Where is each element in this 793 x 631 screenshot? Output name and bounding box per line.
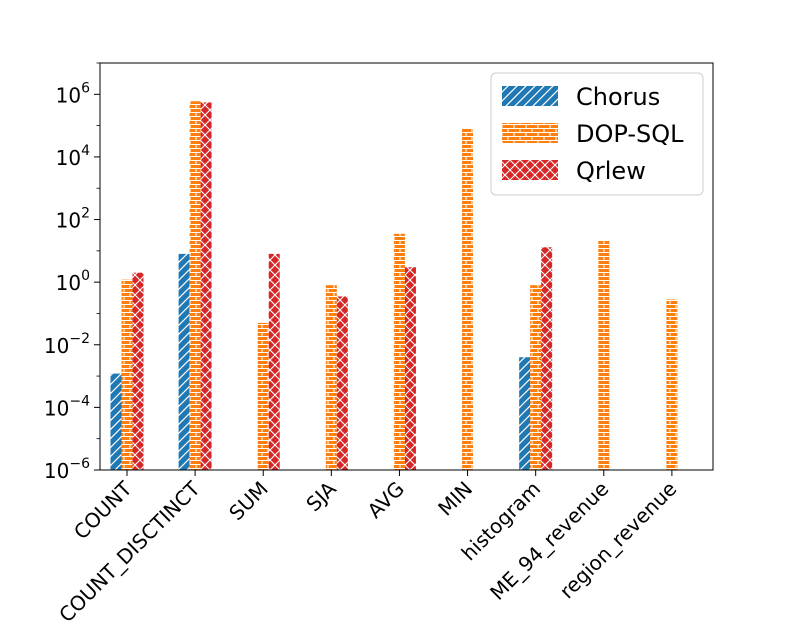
y-tick-label: 10−6 — [44, 456, 90, 483]
x-tick-label: SJA — [301, 476, 341, 516]
y-tick-label: 106 — [56, 80, 90, 107]
legend-swatch-dop-sql — [502, 123, 558, 143]
bar-qrlew-avg — [404, 267, 416, 470]
bar-qrlew-count — [132, 272, 144, 470]
y-tick-label: 100 — [56, 268, 90, 295]
bar-qrlew-sum — [268, 253, 280, 470]
bar-dop-sql-region-revenue — [666, 299, 678, 470]
legend: Chorus DOP-SQL Qrlew — [490, 72, 704, 196]
bar-chorus-count-disctinct — [178, 253, 190, 470]
bar-dop-sql-histogram — [530, 285, 542, 470]
legend-label-dop-sql: DOP-SQL — [576, 120, 684, 148]
legend-label-qrlew: Qrlew — [576, 157, 646, 185]
axes-frame — [99, 62, 714, 471]
x-tick-label: COUNT — [69, 476, 137, 544]
bar-qrlew-histogram — [541, 247, 553, 470]
bar-chorus-count — [110, 373, 122, 470]
bar-dop-sql-count-disctinct — [189, 101, 201, 470]
bar-dop-sql-sja — [325, 285, 337, 470]
x-tick-label: MIN — [433, 477, 477, 521]
bar-dop-sql-sum — [257, 322, 269, 470]
y-tick-label: 10−2 — [44, 331, 90, 358]
bar-dop-sql-avg — [393, 233, 405, 470]
y-tick-label: 10−4 — [44, 393, 90, 420]
bars-layer — [110, 101, 678, 470]
bar-dop-sql-me-94-revenue — [598, 240, 610, 470]
bar-qrlew-count-disctinct — [200, 102, 212, 470]
bar-chorus-histogram — [519, 357, 531, 470]
x-tick-label: SUM — [224, 477, 273, 526]
x-tick-label: AVG — [363, 477, 409, 523]
x-tick-label: ME_94_revenue — [485, 477, 613, 605]
bar-dop-sql-min — [462, 128, 474, 470]
legend-swatch-chorus — [502, 86, 558, 106]
y-tick-label: 102 — [56, 206, 90, 233]
y-axis: 10−6 10−4 10−2 100 102 104 106 — [44, 62, 100, 483]
x-tick-label: region_revenue — [555, 477, 682, 604]
y-tick-label: 104 — [56, 143, 90, 170]
legend-label-chorus: Chorus — [576, 83, 660, 111]
legend-swatch-qrlew — [502, 160, 558, 180]
bar-dop-sql-count — [121, 279, 133, 470]
bar-qrlew-sja — [336, 296, 348, 470]
